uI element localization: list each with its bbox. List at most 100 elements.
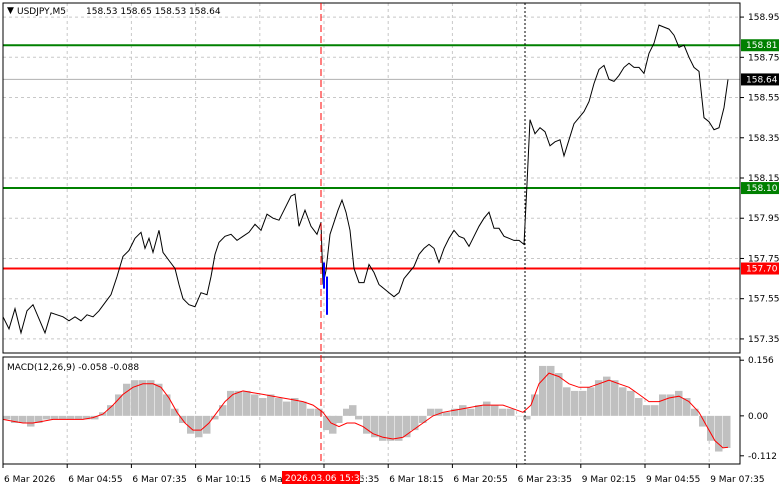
macd-bar <box>91 415 99 420</box>
macd-bar <box>587 387 595 416</box>
x-tick-label: 6 Mar 07:35 <box>132 475 186 485</box>
macd-bar <box>355 415 363 420</box>
macd-bar <box>315 408 323 416</box>
macd-bar <box>467 408 475 416</box>
x-tick-label: 6 Mar 20:55 <box>453 475 507 485</box>
y-tick-label: 158.75 <box>748 53 780 63</box>
y-tick-label: 158.55 <box>748 94 780 104</box>
macd-bar <box>147 380 155 416</box>
macd-bar <box>451 408 459 416</box>
macd-bar <box>235 390 243 416</box>
y-tick-label: 157.75 <box>748 254 780 264</box>
macd-bar <box>475 405 483 416</box>
macd-label: MACD(12,26,9) -0.058 -0.088 <box>7 363 139 373</box>
macd-bar <box>563 387 571 416</box>
current-price-label: 158.64 <box>746 75 778 85</box>
macd-bar <box>323 415 331 431</box>
macd-bar <box>243 390 251 416</box>
macd-bar <box>403 415 411 438</box>
macd-bar <box>627 390 635 416</box>
level-badge <box>741 182 779 195</box>
macd-bar <box>283 401 291 416</box>
macd-bar <box>107 405 115 416</box>
macd-bar <box>555 373 563 416</box>
macd-bar <box>11 415 19 423</box>
macd-bar <box>35 415 43 423</box>
macd-bar <box>275 398 283 416</box>
macd-bar <box>491 405 499 416</box>
macd-bar <box>683 398 691 416</box>
macd-bar <box>379 415 387 441</box>
macd-bar <box>387 415 395 441</box>
macd-bar <box>227 390 235 416</box>
macd-bar <box>723 415 731 448</box>
macd-bar <box>59 415 67 420</box>
macd-bar <box>619 387 627 416</box>
macd-bar <box>691 408 699 416</box>
macd-bar <box>411 415 419 431</box>
level-label: 157.70 <box>746 265 778 275</box>
macd-bar <box>3 415 11 420</box>
macd-bar <box>395 415 403 441</box>
macd-panel-frame <box>2 356 741 465</box>
header-symbol: USDJPY,M5 <box>17 7 66 17</box>
macd-bar <box>83 415 91 420</box>
header-ohlc: 158.53 158.65 158.53 158.64 <box>86 7 221 17</box>
macd-bar <box>155 383 163 416</box>
macd-bar <box>571 390 579 416</box>
x-tick-label: 6 Mar 23:35 <box>518 475 572 485</box>
macd-bar <box>343 408 351 416</box>
y-tick-label: 157.95 <box>748 214 780 224</box>
macd-y-tick-label: 0.00 <box>748 412 768 422</box>
macd-bar <box>499 408 507 416</box>
current-price-badge <box>741 73 779 86</box>
macd-bar <box>329 415 337 434</box>
macd-bar <box>211 415 219 420</box>
macd-bar <box>171 408 179 416</box>
macd-bar <box>251 394 259 416</box>
macd-bar <box>131 380 139 416</box>
macd-bar <box>443 412 451 416</box>
macd-bar <box>483 401 491 416</box>
macd-bar <box>675 390 683 416</box>
macd-bar <box>659 394 667 416</box>
date-marker-label: 2026.03.06 15:30 <box>285 474 366 484</box>
macd-bar <box>27 415 35 427</box>
macd-bar <box>539 365 547 416</box>
macd-bar <box>603 376 611 416</box>
price-line <box>2 24 729 335</box>
macd-bar <box>707 415 715 441</box>
y-tick-label: 157.35 <box>748 335 780 345</box>
level-badge <box>741 262 779 275</box>
macd-bar <box>523 415 531 420</box>
macd-bar <box>163 394 171 416</box>
y-tick-label: 157.55 <box>748 295 780 305</box>
macd-bar <box>531 394 539 416</box>
macd-bar <box>459 405 467 416</box>
x-tick-label: 9 Mar 07:35 <box>710 475 764 485</box>
macd-bar <box>507 408 515 416</box>
y-tick-label: 158.15 <box>748 174 780 184</box>
x-tick-label: 6 Mar 18:15 <box>389 475 443 485</box>
macd-signal-line <box>2 372 729 449</box>
macd-bar <box>267 394 275 416</box>
macd-bar <box>219 405 227 416</box>
macd-bar <box>139 380 147 416</box>
macd-bar <box>435 408 443 416</box>
macd-y-tick-label: 0.156 <box>748 356 774 366</box>
macd-bar <box>515 415 523 417</box>
macd-bar <box>579 390 587 416</box>
macd-bar <box>635 398 643 416</box>
macd-bar <box>299 401 307 416</box>
macd-bar <box>371 415 379 438</box>
macd-bar <box>43 415 51 420</box>
macd-bar <box>643 405 651 416</box>
level-label: 158.81 <box>746 41 778 51</box>
macd-bar <box>123 383 131 416</box>
macd-bar <box>611 380 619 416</box>
macd-bar <box>363 415 371 434</box>
y-tick-label: 158.95 <box>748 13 780 23</box>
macd-bar <box>651 405 659 416</box>
x-tick-label: 9 Mar 04:55 <box>646 475 700 485</box>
